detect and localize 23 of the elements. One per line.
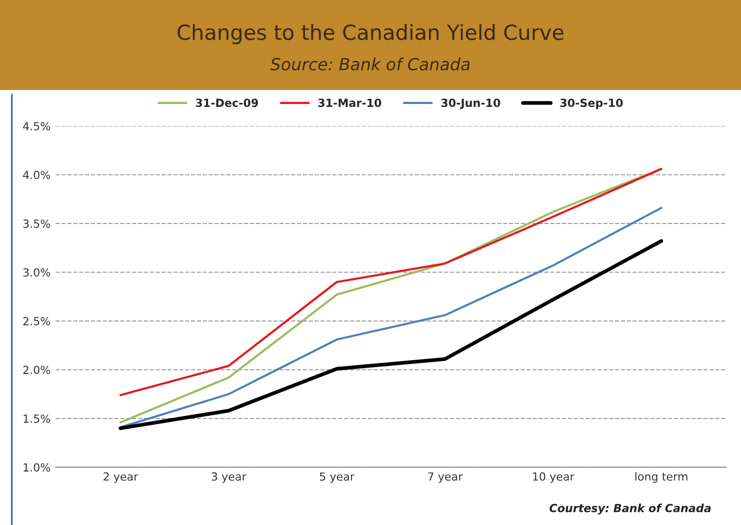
legend-label: 31-Dec-09 <box>196 98 258 108</box>
y-tick-label: 3.0% <box>23 268 50 277</box>
y-tick-label: 2.0% <box>23 366 50 374</box>
x-tick-label: long term <box>635 472 688 483</box>
y-tick-label: 1.5% <box>24 414 50 423</box>
x-tick-label: 7 year <box>428 472 463 483</box>
y-tick-label: 1.0% <box>24 463 50 472</box>
y-tick-label: 3.5% <box>23 219 50 228</box>
y-tick-label: 2.5% <box>23 316 50 326</box>
x-tick-label: 2 year <box>104 472 138 483</box>
y-tick-label: 4.5% <box>23 122 50 130</box>
legend-label: 30-Sep-10 <box>560 98 623 110</box>
chart-subtitle: Source: Bank of Canada <box>270 58 470 70</box>
x-tick-label: 5 year <box>320 472 354 483</box>
line-series <box>118 239 664 430</box>
legend-label: 30-Jun-10 <box>441 98 500 110</box>
line-series <box>119 206 662 428</box>
text: Courtesy: Bank of Canada <box>550 504 711 514</box>
x-tick-label: 3 year <box>212 472 246 483</box>
chart-title: Changes to the Canadian Yield Curve <box>178 24 564 44</box>
x-tick-label: 10 year <box>533 472 574 483</box>
y-tick-label: 4.0% <box>23 170 50 180</box>
legend-label: 31-Mar-10 <box>318 98 382 108</box>
